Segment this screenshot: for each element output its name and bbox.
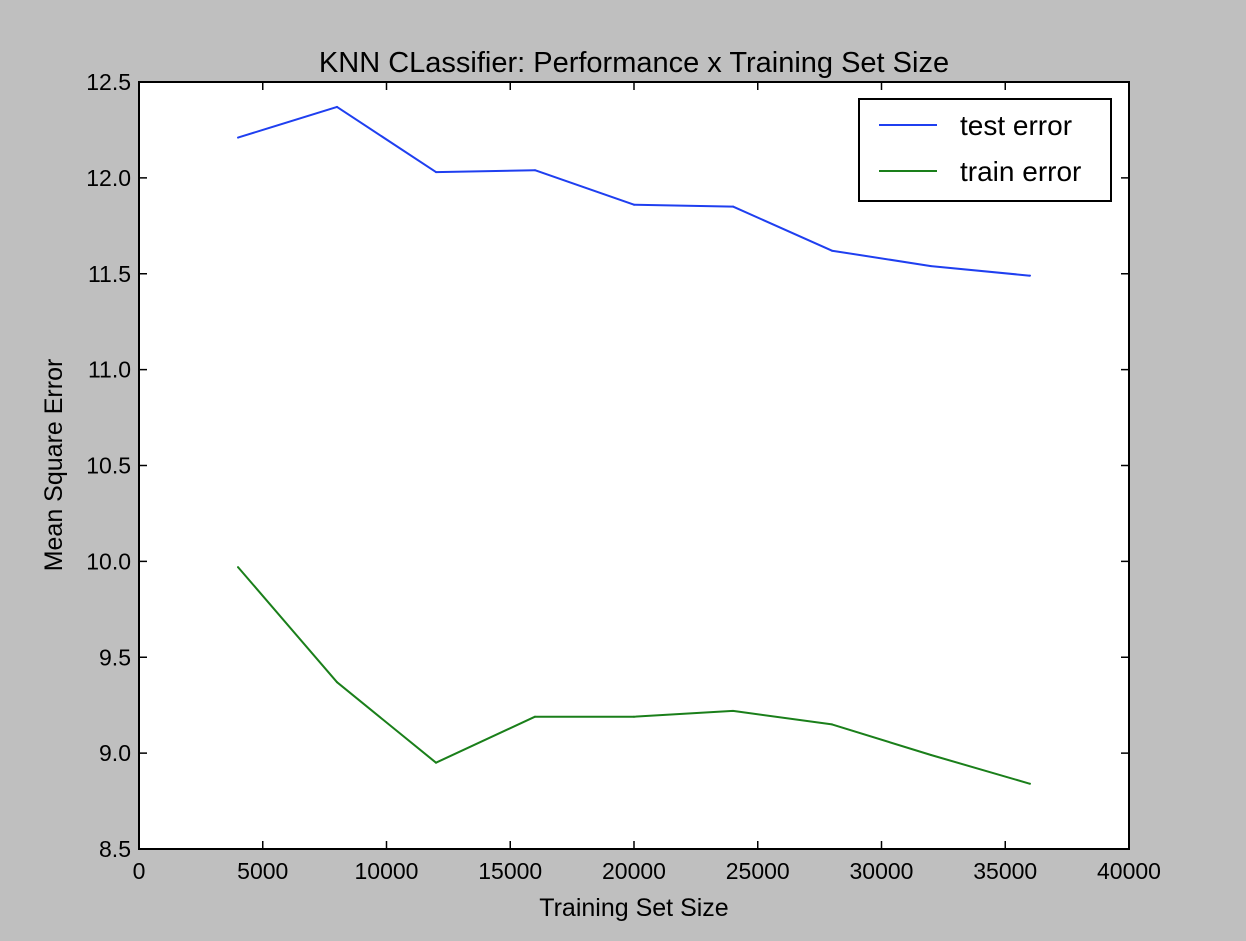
data-point-train-error <box>534 715 536 718</box>
x-tick-label: 25000 <box>726 858 790 884</box>
x-tick-label: 15000 <box>478 858 542 884</box>
plot-area <box>139 82 1129 849</box>
data-point-train-error <box>1029 782 1031 785</box>
x-tick-label: 0 <box>133 858 146 884</box>
x-tick-label: 35000 <box>973 858 1037 884</box>
legend-label-train-error: train error <box>960 156 1081 187</box>
data-point-test-error <box>831 249 833 252</box>
data-point-train-error <box>336 681 338 684</box>
series-layer <box>237 105 1031 785</box>
x-tick-label: 10000 <box>355 858 419 884</box>
data-point-test-error <box>732 205 734 208</box>
data-point-test-error <box>237 136 239 139</box>
data-point-test-error <box>930 265 932 268</box>
data-point-train-error <box>732 709 734 712</box>
chart-title: KNN CLassifier: Performance x Training S… <box>319 47 949 79</box>
y-tick-label: 9.0 <box>99 740 131 766</box>
data-point-train-error <box>237 566 239 569</box>
legend-label-test-error: test error <box>960 110 1072 141</box>
x-tick-label: 30000 <box>850 858 914 884</box>
y-tick-label: 12.5 <box>86 69 131 95</box>
data-point-test-error <box>336 105 338 108</box>
data-point-test-error <box>435 171 437 174</box>
data-point-test-error <box>534 169 536 172</box>
data-point-train-error <box>633 715 635 718</box>
y-tick-label: 12.0 <box>86 165 131 191</box>
legend: test error train error <box>858 98 1112 202</box>
y-tick-label: 8.5 <box>99 836 131 862</box>
tick-layer: 0 5000 10000 15000 20000 25000 30000 35000 40000… <box>86 69 1161 884</box>
x-tick-label: 40000 <box>1097 858 1161 884</box>
x-axis-label: Training Set Size <box>539 894 728 922</box>
y-tick-label: 10.5 <box>86 453 131 479</box>
y-tick-label: 9.5 <box>99 644 131 670</box>
legend-box <box>858 98 1112 202</box>
data-point-test-error <box>1029 274 1031 277</box>
y-axis-label: Mean Square Error <box>40 359 68 572</box>
data-point-test-error <box>633 203 635 206</box>
data-point-train-error <box>930 754 932 757</box>
y-tick-label: 10.0 <box>86 548 131 574</box>
data-point-train-error <box>435 761 437 764</box>
x-tick-label: 20000 <box>602 858 666 884</box>
y-tick-label: 11.0 <box>88 357 131 383</box>
y-tick-label: 11.5 <box>88 261 131 287</box>
x-tick-label: 5000 <box>237 858 288 884</box>
data-point-train-error <box>831 723 833 726</box>
